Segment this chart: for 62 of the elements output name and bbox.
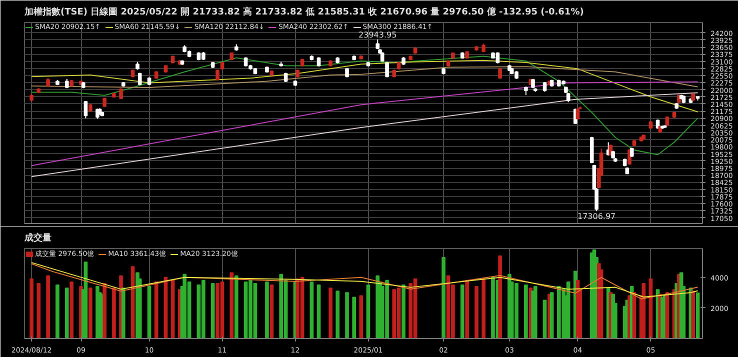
- bar: [642, 282, 646, 338]
- bar: [392, 289, 396, 338]
- bar: [402, 284, 406, 338]
- bar: [352, 296, 356, 338]
- candlestick: [542, 82, 547, 92]
- annotation: 17306.97: [577, 212, 616, 222]
- chart-title: 加權指數(TSE) 日線圖 2025/05/22 開 21733.82 高 21733.82 低 21585.31 收 21670.96 量 2976.50 億 -132.95 (-0.61%): [24, 6, 584, 18]
- line-series: [31, 56, 698, 156]
- bar: [336, 290, 340, 338]
- bar: [310, 281, 314, 338]
- bar: [70, 281, 74, 338]
- bar: [112, 288, 116, 338]
- line-series: [31, 81, 698, 166]
- bar: [491, 276, 495, 338]
- bar: [524, 284, 528, 338]
- candlestick: [380, 52, 384, 62]
- bar: [328, 288, 332, 338]
- candlestick: [316, 56, 321, 67]
- bar: [498, 255, 502, 338]
- bar: [691, 290, 695, 338]
- bar: [102, 282, 106, 338]
- candlestick: [284, 72, 288, 82]
- candlestick: [498, 68, 502, 80]
- candlestick: [216, 69, 220, 81]
- bar: [170, 280, 175, 338]
- bar: [345, 292, 349, 338]
- bar: [359, 295, 364, 338]
- bar: [696, 292, 700, 338]
- bar: [46, 275, 50, 338]
- bar: [121, 288, 126, 338]
- candlestick: [576, 108, 580, 120]
- bar: [460, 284, 464, 338]
- bar: [64, 288, 69, 338]
- chart-title: 成交量: [24, 232, 52, 244]
- bar: [542, 300, 547, 338]
- bar: [550, 292, 554, 338]
- bar: [465, 280, 469, 338]
- candlestick: [630, 147, 634, 158]
- bar: [210, 282, 215, 338]
- line-series: [31, 66, 698, 88]
- annotation: 23943.95: [358, 30, 397, 40]
- line-series: [31, 60, 698, 112]
- candlestick: [84, 100, 88, 119]
- candlestick: [345, 68, 349, 78]
- bar: [366, 284, 370, 338]
- bar: [482, 278, 486, 338]
- bar: [474, 286, 478, 338]
- bar: [234, 275, 238, 338]
- bar: [56, 284, 60, 338]
- line-series: [31, 92, 698, 178]
- bar: [270, 284, 274, 338]
- bar: [36, 282, 41, 338]
- bar: [265, 281, 269, 338]
- candlestick: [138, 72, 142, 86]
- bar: [147, 286, 152, 338]
- bar: [316, 284, 321, 338]
- bar: [279, 274, 284, 338]
- bar: [30, 278, 34, 338]
- bar: [533, 286, 538, 338]
- bar: [442, 257, 446, 338]
- candlestick: [385, 61, 389, 78]
- bar: [88, 288, 92, 338]
